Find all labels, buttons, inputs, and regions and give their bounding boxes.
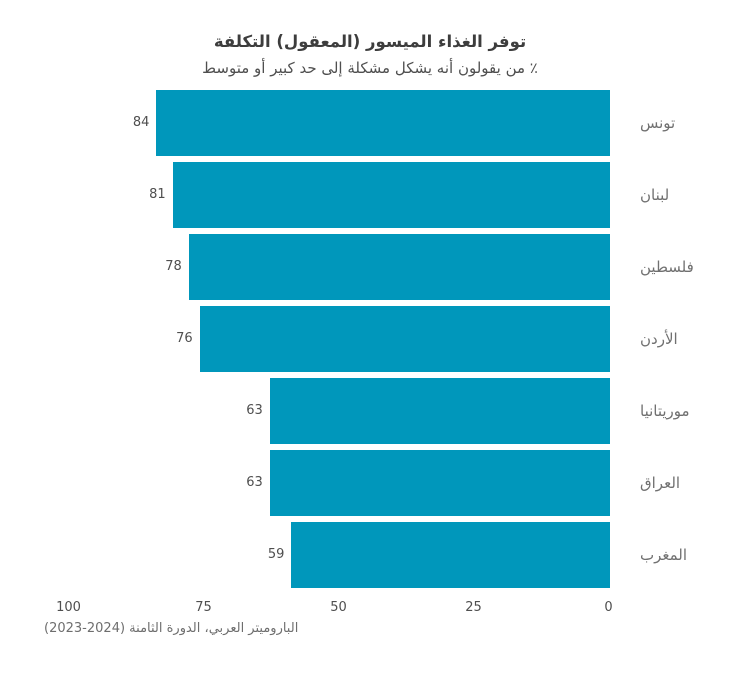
bar [172, 162, 610, 228]
bar [188, 234, 610, 300]
category-label: لبنان [640, 186, 670, 204]
category-label: المغرب [640, 546, 688, 564]
category-label: فلسطين [640, 258, 694, 276]
bar [199, 306, 610, 372]
chart-title: توفر الغذاء الميسور (المعقول) التكلفة [213, 32, 527, 51]
x-axis-tick-label: 25 [465, 600, 482, 615]
bar [156, 90, 610, 156]
bar-value-label: 63 [246, 475, 263, 490]
category-label: تونس [640, 114, 676, 132]
bar-value-label: 81 [149, 187, 166, 202]
category-label: موريتانيا [640, 402, 690, 420]
x-axis-tick-label: 50 [330, 600, 347, 615]
x-axis-tick-label: 0 [604, 600, 613, 615]
x-axis-tick-label: 75 [195, 600, 212, 615]
bar [291, 522, 610, 588]
category-label: العراق [640, 474, 681, 492]
category-label: الأردن [640, 330, 678, 348]
bar-value-label: 84 [132, 115, 150, 130]
x-axis-tick-label: 100 [56, 600, 81, 615]
chart-subtitle: ٪ من يقولون أنه يشكل مشكلة إلى حد كبير أ… [202, 59, 538, 77]
bar-value-label: 76 [176, 331, 193, 346]
bar [269, 450, 610, 516]
bar-value-label: 78 [165, 259, 182, 274]
source-note: الباروميتر العربي، الدورة الثامنة (2024-… [44, 621, 299, 636]
bar [269, 378, 610, 444]
bar-value-label: 63 [246, 403, 263, 418]
bar-value-label: 59 [267, 547, 285, 562]
